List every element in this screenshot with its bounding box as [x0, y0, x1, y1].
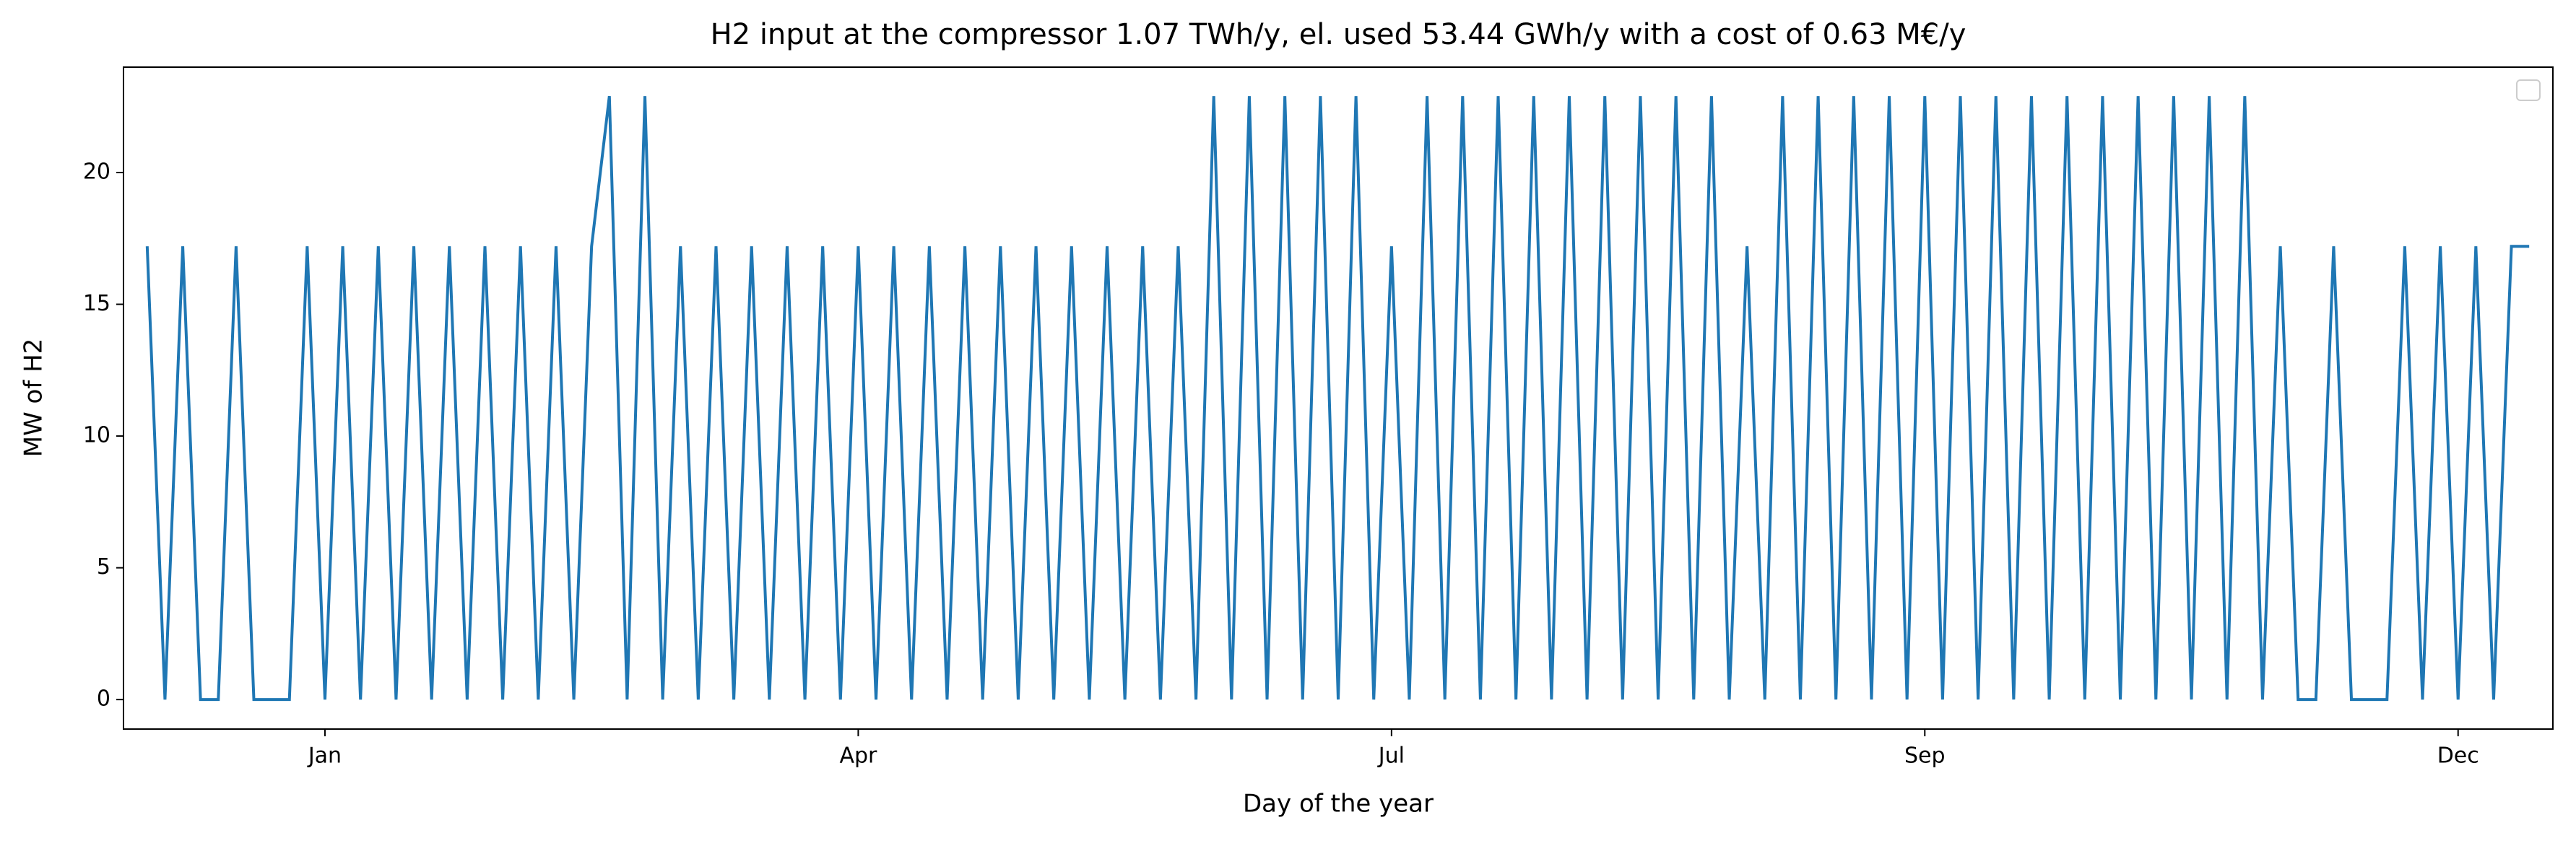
y-tick-label: 10 [83, 423, 110, 448]
x-tick-label: Dec [2437, 743, 2479, 769]
y-tick-label: 0 [97, 686, 110, 712]
plot-frame [123, 66, 2554, 730]
data-line [145, 95, 2530, 702]
x-tick-label: Sep [1904, 743, 1946, 769]
x-tick-label: Jan [307, 743, 342, 769]
y-tick-label: 20 [83, 160, 110, 185]
chart-title: H2 input at the compressor 1.07 TWh/y, e… [711, 18, 1966, 51]
y-tick-label: 5 [97, 554, 110, 580]
x-tick-label: Apr [839, 743, 877, 769]
legend-box [2516, 79, 2541, 101]
y-axis-label: MW of H2 [19, 339, 48, 458]
x-axis-label: Day of the year [1243, 790, 1434, 819]
y-tick-label: 15 [83, 291, 110, 316]
x-tick-label: Jul [1377, 743, 1405, 769]
